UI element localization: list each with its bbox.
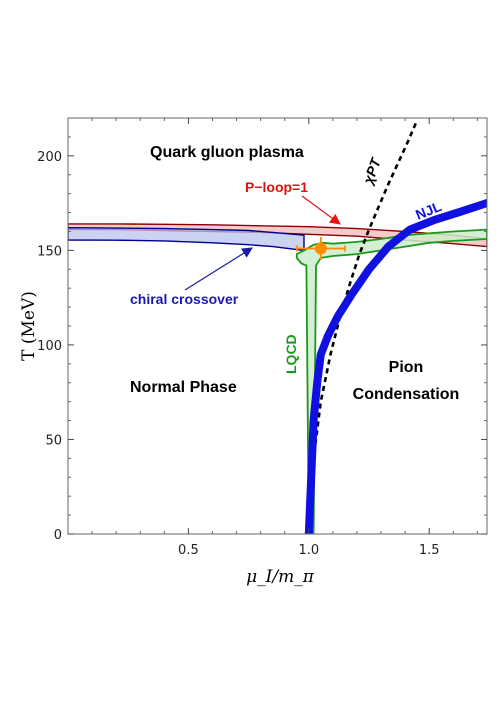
chpt-label: χPT: [359, 155, 384, 188]
y-tick-label: 100: [37, 339, 62, 354]
lqcd-label: LQCD: [283, 334, 299, 374]
x-tick-label: 0.5: [178, 543, 199, 558]
y-tick-label: 200: [37, 150, 62, 165]
lqcd-region: [295, 228, 487, 534]
ploop-label: P−loop=1: [245, 179, 308, 195]
y-tick-label: 150: [37, 244, 62, 259]
chiral-label: chiral crossover: [130, 291, 239, 307]
x-axis-title: μ_I/m_π: [246, 567, 315, 587]
njl-line: [304, 199, 487, 534]
region-pion-label-line1: Pion: [389, 359, 424, 376]
region-pion-label-line2: Condensation: [353, 386, 460, 403]
x-tick-label: 1.5: [419, 543, 440, 558]
x-tick-label: 1.0: [298, 543, 319, 558]
y-tick-label: 0: [54, 528, 62, 543]
chiral-arrow: [184, 247, 253, 291]
region-normal-label: Normal Phase: [130, 379, 237, 396]
y-axis-title: T (MeV): [19, 291, 39, 361]
lqcd-point: [314, 242, 327, 255]
y-tick-label: 50: [45, 433, 62, 448]
region-qgp-label: Quark gluon plasma: [150, 144, 304, 161]
ploop-arrow: [301, 195, 341, 225]
